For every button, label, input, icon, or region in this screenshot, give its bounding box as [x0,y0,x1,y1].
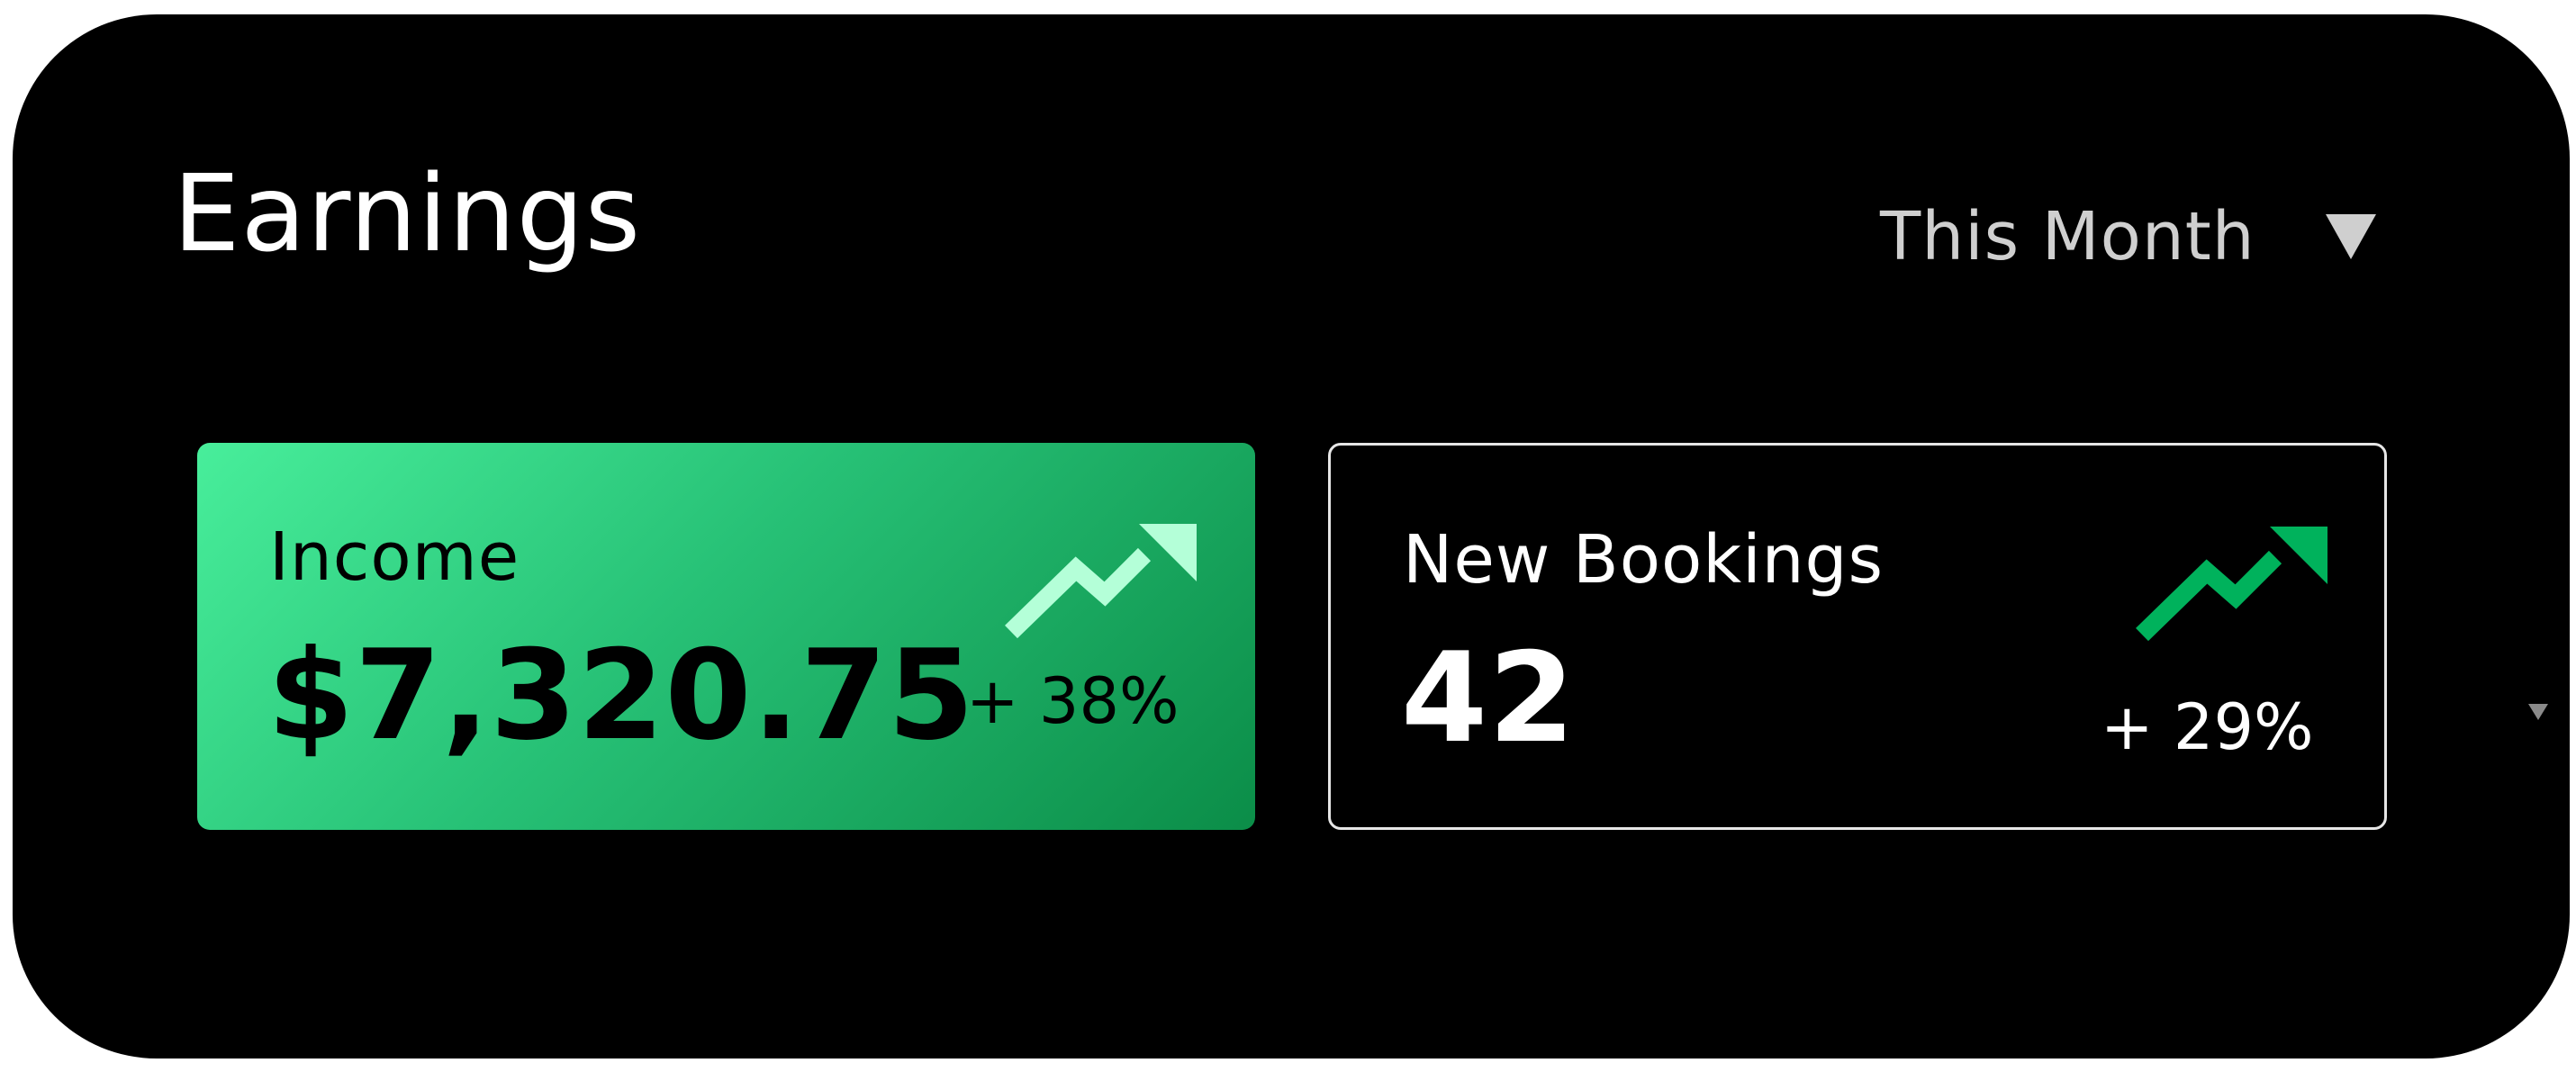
trend-up-icon [1005,524,1197,639]
widget-title: Earnings [173,151,642,275]
income-label: Income [269,518,520,596]
trend-up-line [2136,550,2282,642]
triangle-down-icon[interactable] [2325,214,2376,259]
income-card: Income $7,320.75 + 38% [197,443,1255,830]
period-dropdown-label: This Month [1880,198,2255,275]
new-bookings-change: + 29% [2101,690,2314,764]
new-bookings-label: New Bookings [1403,521,1885,599]
trend-up-arrowhead [1139,524,1197,581]
new-bookings-card: New Bookings 42 + 29% [1328,443,2387,830]
new-bookings-value: 42 [1401,626,1577,770]
period-dropdown[interactable]: This Month [1880,203,2376,270]
trend-up-line [1005,547,1152,639]
earnings-widget: Earnings This Month Income $7,320.75 + 3… [13,14,2570,1058]
trend-up-arrowhead [2270,527,2327,584]
triangle-down-icon[interactable] [2528,704,2548,720]
trend-up-icon [2136,527,2327,642]
income-value: $7,320.75 [267,623,975,768]
income-change: + 38% [966,664,1180,738]
